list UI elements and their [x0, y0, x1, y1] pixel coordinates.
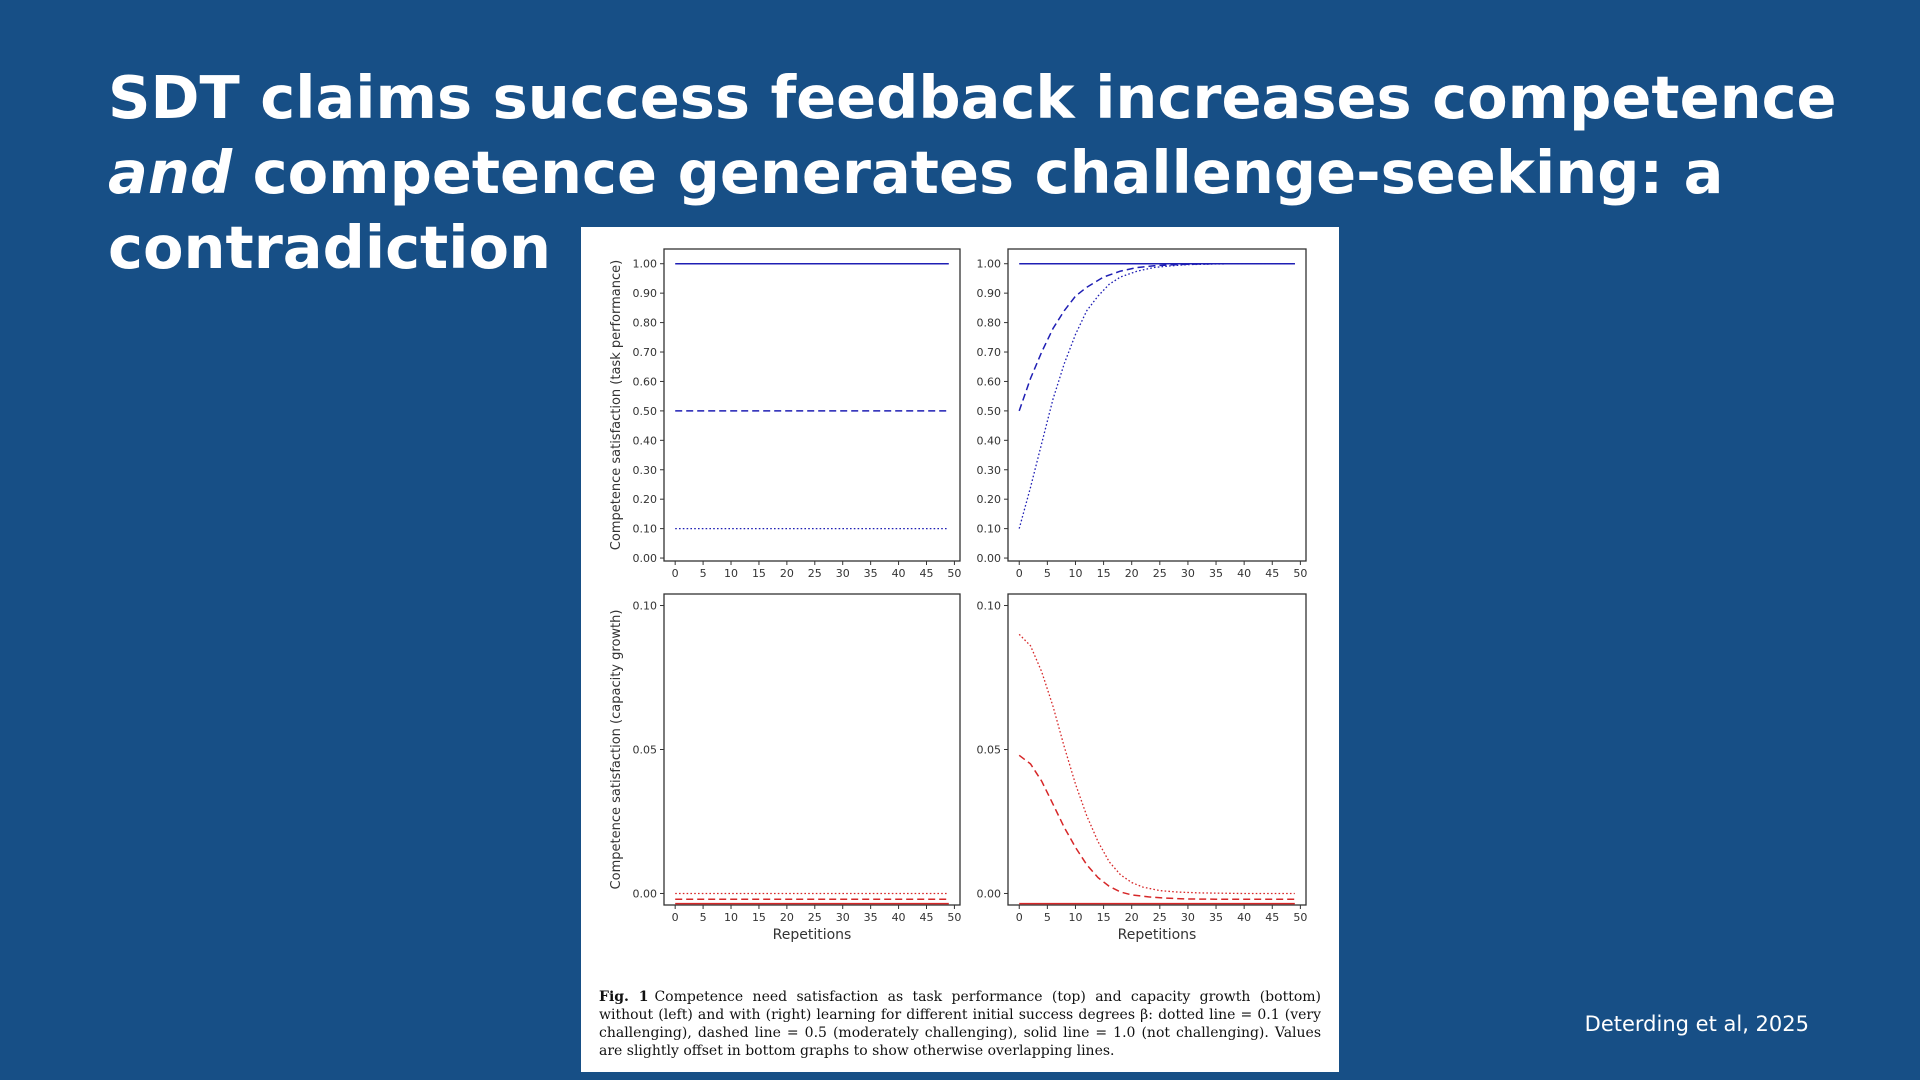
x-tick-label: 25 — [808, 911, 822, 924]
y-tick-label: 0.80 — [633, 317, 658, 330]
series-line-dotted — [1018, 263, 1295, 529]
y-tick-label: 0.00 — [633, 552, 658, 565]
x-tick-label: 50 — [1293, 911, 1307, 924]
y-tick-label: 0.00 — [633, 887, 658, 900]
y-tick-label: 0.60 — [977, 375, 1002, 388]
x-tick-label: 40 — [892, 567, 906, 580]
x-tick-label: 5 — [700, 567, 707, 580]
y-tick-label: 0.05 — [633, 744, 658, 757]
x-tick-label: 25 — [808, 567, 822, 580]
x-tick-label: 0 — [672, 911, 679, 924]
figure-panel: 0 5 10 15 20 25 30 35 40 45 50 0.00 0.10 0.20 0.30 0.40… — [581, 227, 1339, 1072]
y-tick-label: 0.40 — [633, 434, 658, 447]
series-line-dashed — [1018, 754, 1295, 900]
title-emphasis: and — [108, 138, 233, 207]
figure-caption: Fig. 1 Competence need satisfaction as ta… — [599, 988, 1321, 1060]
y-tick-label: 0.30 — [977, 464, 1002, 477]
y-tick-label: 0.40 — [977, 434, 1002, 447]
x-tick-label: 15 — [1097, 567, 1111, 580]
y-tick-label: 1.00 — [633, 258, 658, 271]
x-tick-label: 35 — [1209, 911, 1223, 924]
y-tick-label: 0.50 — [977, 405, 1002, 418]
x-tick-label: 0 — [672, 567, 679, 580]
plot-frame-top-left — [663, 248, 961, 562]
x-tick-label: 50 — [1293, 567, 1307, 580]
x-tick-label: 30 — [836, 567, 850, 580]
x-tick-label: 5 — [700, 911, 707, 924]
y-tick-label: 0.20 — [977, 493, 1002, 506]
x-tick-label: 15 — [752, 567, 766, 580]
x-tick-label: 30 — [836, 911, 850, 924]
x-tick-label: 20 — [1125, 567, 1139, 580]
y-tick-label: 0.90 — [633, 287, 658, 300]
series-line-dashed — [1018, 262, 1295, 412]
y-tick-label: 0.00 — [977, 552, 1002, 565]
citation: Deterding et al, 2025 — [1584, 1012, 1809, 1036]
x-tick-label: 40 — [892, 911, 906, 924]
x-tick-label: 0 — [1016, 567, 1023, 580]
x-tick-label: 30 — [1181, 911, 1195, 924]
x-tick-label: 35 — [864, 911, 878, 924]
caption-text: Competence need satisfaction as task per… — [599, 989, 1321, 1059]
x-tick-label: 10 — [724, 911, 738, 924]
y-tick-label: 0.20 — [633, 493, 658, 506]
x-tick-label: 35 — [1209, 567, 1223, 580]
y-tick-label: 0.70 — [977, 346, 1002, 359]
y-tick-label: 0.60 — [633, 375, 658, 388]
x-tick-label: 20 — [1125, 911, 1139, 924]
x-tick-label: 5 — [1044, 567, 1051, 580]
x-tick-label: 0 — [1016, 911, 1023, 924]
x-tick-label: 45 — [1265, 911, 1279, 924]
y-axis-label: Competence satisfaction (capacity growth… — [609, 610, 624, 890]
y-tick-label: 0.00 — [977, 887, 1002, 900]
y-tick-label: 0.90 — [977, 287, 1002, 300]
plot-frame-bottom-right — [1007, 593, 1307, 906]
x-tick-label: 30 — [1181, 567, 1195, 580]
y-tick-label: 0.10 — [633, 600, 658, 613]
x-tick-label: 50 — [947, 911, 961, 924]
plot-frame-top-right — [1007, 248, 1307, 562]
y-tick-label: 0.50 — [633, 405, 658, 418]
x-tick-label: 40 — [1237, 911, 1251, 924]
y-tick-label: 0.10 — [633, 523, 658, 536]
x-tick-label: 5 — [1044, 911, 1051, 924]
x-tick-label: 20 — [780, 911, 794, 924]
y-tick-label: 0.10 — [977, 600, 1002, 613]
x-tick-label: 15 — [1097, 911, 1111, 924]
x-axis-label: Repetitions — [1118, 927, 1197, 943]
y-axis-label: Competence satisfaction (task performanc… — [609, 260, 624, 550]
y-tick-label: 1.00 — [977, 258, 1002, 271]
x-tick-label: 15 — [752, 911, 766, 924]
x-tick-label: 45 — [1265, 567, 1279, 580]
x-tick-label: 45 — [919, 567, 933, 580]
caption-label: Fig. 1 — [599, 989, 649, 1005]
y-tick-label: 0.10 — [977, 523, 1002, 536]
series-line-dotted — [1018, 633, 1295, 895]
x-tick-label: 45 — [919, 911, 933, 924]
y-tick-label: 0.70 — [633, 346, 658, 359]
plot-frame-bottom-left — [663, 593, 961, 906]
x-tick-label: 25 — [1153, 567, 1167, 580]
y-tick-label: 0.05 — [977, 744, 1002, 757]
x-tick-label: 20 — [780, 567, 794, 580]
y-tick-label: 0.30 — [633, 464, 658, 477]
x-tick-label: 50 — [947, 567, 961, 580]
figure-charts: 0 5 10 15 20 25 30 35 40 45 500.000.100.200.300.40… — [609, 248, 1307, 943]
x-axis-label: Repetitions — [773, 927, 852, 943]
x-tick-label: 25 — [1153, 911, 1167, 924]
x-tick-label: 40 — [1237, 567, 1251, 580]
x-tick-label: 10 — [1068, 911, 1082, 924]
x-tick-label: 10 — [1068, 567, 1082, 580]
x-tick-label: 10 — [724, 567, 738, 580]
slide-title: SDT claims success feedback increases co… — [108, 63, 1837, 282]
y-tick-label: 0.80 — [977, 317, 1002, 330]
x-tick-label: 35 — [864, 567, 878, 580]
